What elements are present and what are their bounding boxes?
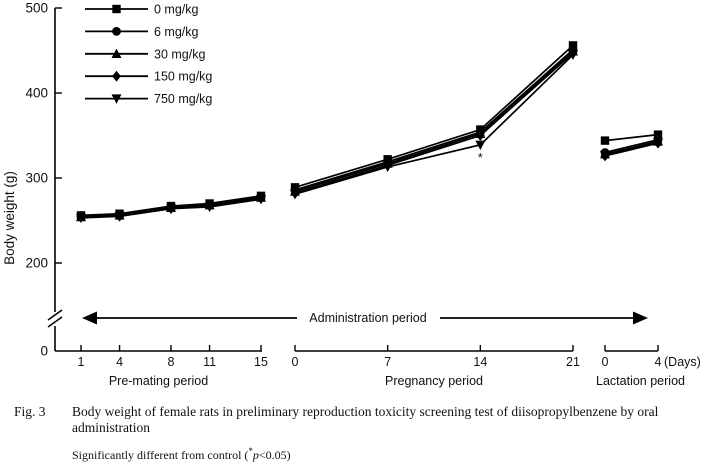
series-line-750-mg-kg <box>294 54 574 195</box>
p-symbol: p <box>252 448 259 463</box>
figure-number: Fig. 3 <box>14 404 46 419</box>
x-tick-label: 14 <box>473 355 487 369</box>
data-point-750-mg-kg <box>114 212 125 222</box>
figure-caption: Fig. 3 Body weight of female rats in pre… <box>14 404 709 436</box>
legend-marker-square-icon <box>112 4 121 14</box>
legend-label: 750 mg/kg <box>154 92 212 106</box>
x-tick-label: 0 <box>602 355 609 369</box>
data-point-750-mg-kg <box>290 189 300 200</box>
x-tick-label: 0 <box>292 355 299 369</box>
legend-marker-diamond-icon <box>112 70 121 82</box>
x-segment-label: Lactation period <box>596 374 685 388</box>
data-point-750-mg-kg <box>256 195 266 205</box>
footnote-prefix: Significantly different from control ( <box>72 448 249 463</box>
data-point-150-mg-kg <box>475 130 485 141</box>
y-axis-title: Body weight (g) <box>2 171 17 265</box>
legend-marker-triangle-down-icon <box>111 94 122 104</box>
series-line-0-mg-kg <box>604 133 659 142</box>
admin-arrow-label: Administration period <box>309 311 426 325</box>
x-segment-label: Pre-mating period <box>109 374 208 388</box>
x-tick-label: 4 <box>655 355 662 369</box>
data-point-750-mg-kg <box>204 202 215 213</box>
series-line-750-mg-kg <box>604 141 659 156</box>
series-line-150-mg-kg <box>294 52 574 195</box>
data-point-750-mg-kg <box>600 150 610 161</box>
x-tick-label: 8 <box>168 355 175 369</box>
footnote-tail: <0.05) <box>258 448 291 463</box>
admin-arrow-left-head <box>82 311 97 325</box>
significance-footnote: Significantly different from control (*p… <box>72 446 709 463</box>
y-tick-label: 300 <box>25 171 48 186</box>
figure-caption-text: Body weight of female rats in preliminar… <box>72 404 659 436</box>
data-point-750-mg-kg <box>475 140 486 151</box>
x-tick-label: 21 <box>566 355 580 369</box>
y-tick-label: 500 <box>25 1 48 16</box>
data-point-0-mg-kg <box>600 136 610 145</box>
series-line-6-mg-kg <box>294 49 574 191</box>
y-axis-break-mark <box>47 316 63 328</box>
data-point-750-mg-kg <box>382 162 393 173</box>
data-point-750-mg-kg <box>568 50 578 60</box>
series-line-30-mg-kg <box>294 50 574 193</box>
legend-label: 6 mg/kg <box>154 25 199 39</box>
series-line-0-mg-kg <box>294 44 574 189</box>
y-tick-label: 400 <box>25 86 48 101</box>
x-segment-label: Pregnancy period <box>385 374 483 388</box>
x-tick-label: 4 <box>116 355 123 369</box>
legend-label: 0 mg/kg <box>154 3 199 17</box>
data-point-750-mg-kg <box>166 204 176 214</box>
legend-label: 30 mg/kg <box>154 47 205 61</box>
x-tick-label: 1 <box>78 355 85 369</box>
y-tick-label: 0 <box>40 344 48 359</box>
y-tick-label: 200 <box>25 256 48 271</box>
series-line-6-mg-kg <box>604 138 659 154</box>
x-tick-label: 15 <box>254 355 268 369</box>
data-point-750-mg-kg <box>76 213 86 224</box>
x-tick-label: 11 <box>203 355 216 369</box>
x-tick-label: 7 <box>384 355 391 369</box>
x-unit-label: (Days) <box>664 355 701 369</box>
asterisk-symbol: * <box>248 446 253 457</box>
admin-arrow-right-head <box>633 311 648 325</box>
data-point-750-mg-kg <box>653 138 663 148</box>
legend-marker-triangle-up-icon <box>111 48 122 58</box>
legend-marker-circle-icon <box>112 27 121 36</box>
y-axis-break-mark <box>47 309 63 321</box>
data-point-0-mg-kg <box>653 130 663 139</box>
significance-asterisk: * <box>478 150 483 165</box>
legend-label: 150 mg/kg <box>154 70 212 84</box>
